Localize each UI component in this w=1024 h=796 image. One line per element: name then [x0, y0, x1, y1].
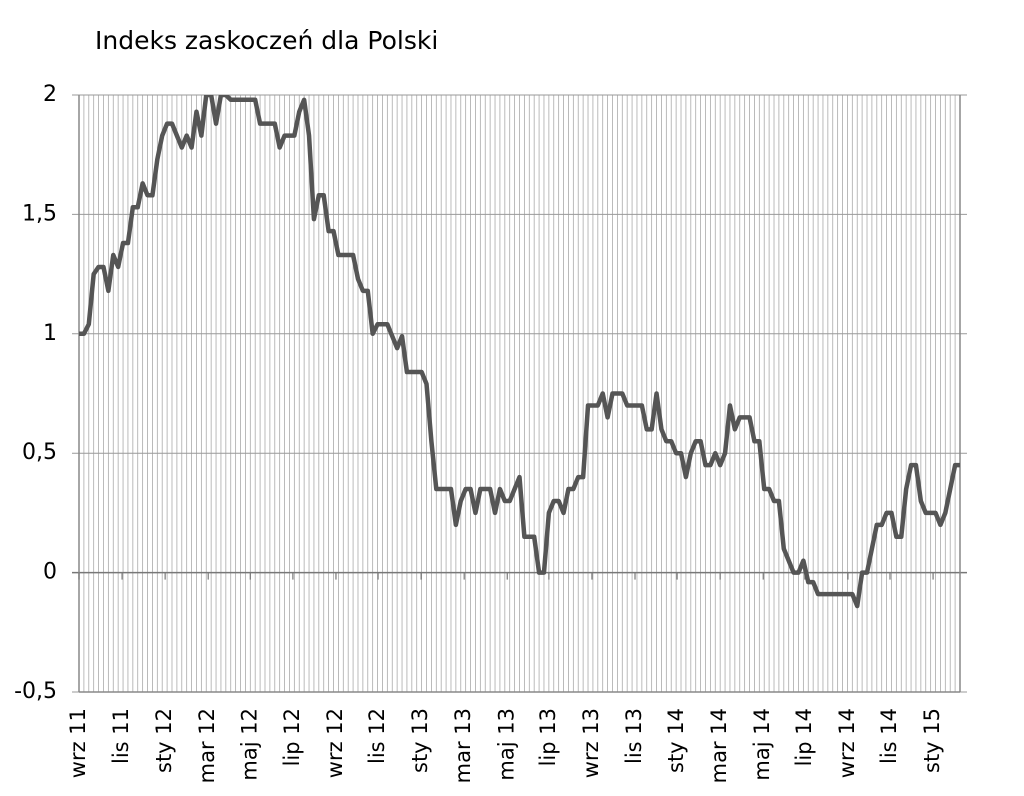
plot-area — [79, 95, 960, 609]
x-tick-label: wrz 11 — [66, 708, 90, 778]
x-tick-label: wrz 14 — [835, 708, 859, 778]
y-tick-label: -0,5 — [14, 679, 57, 704]
x-tick-label: lip 12 — [280, 708, 304, 766]
x-tick-label: lis 12 — [365, 708, 389, 764]
x-tick-label: mar 12 — [195, 708, 219, 783]
x-tick-label: sty 15 — [920, 708, 944, 773]
x-tick-label: sty 12 — [152, 708, 176, 773]
x-tick-label: sty 14 — [664, 708, 688, 773]
x-tick-label: lis 13 — [622, 708, 646, 764]
x-tick-label: lip 13 — [536, 708, 560, 766]
y-tick-label: 2 — [43, 82, 57, 107]
x-tick-label: lis 14 — [877, 708, 901, 764]
x-tick-label: mar 13 — [451, 708, 475, 783]
x-tick-label: maj 14 — [750, 708, 774, 781]
chart-title: Indeks zaskoczeń dla Polski — [95, 26, 438, 55]
y-tick-label: 1 — [43, 321, 57, 346]
x-tick-label: maj 12 — [237, 708, 261, 781]
x-tick-label: sty 13 — [408, 708, 432, 773]
y-tick-label: 0,5 — [22, 440, 57, 465]
x-tick-label: mar 14 — [707, 708, 731, 783]
y-tick-label: 1,5 — [22, 201, 57, 226]
y-tick-label: 0 — [43, 560, 57, 585]
x-tick-label: lis 11 — [109, 708, 133, 764]
x-tick-label: wrz 13 — [579, 708, 603, 778]
x-tick-label: maj 13 — [494, 708, 518, 781]
x-tick-label: lip 14 — [792, 708, 816, 766]
data-line — [79, 95, 960, 609]
x-tick-label: wrz 12 — [323, 708, 347, 778]
